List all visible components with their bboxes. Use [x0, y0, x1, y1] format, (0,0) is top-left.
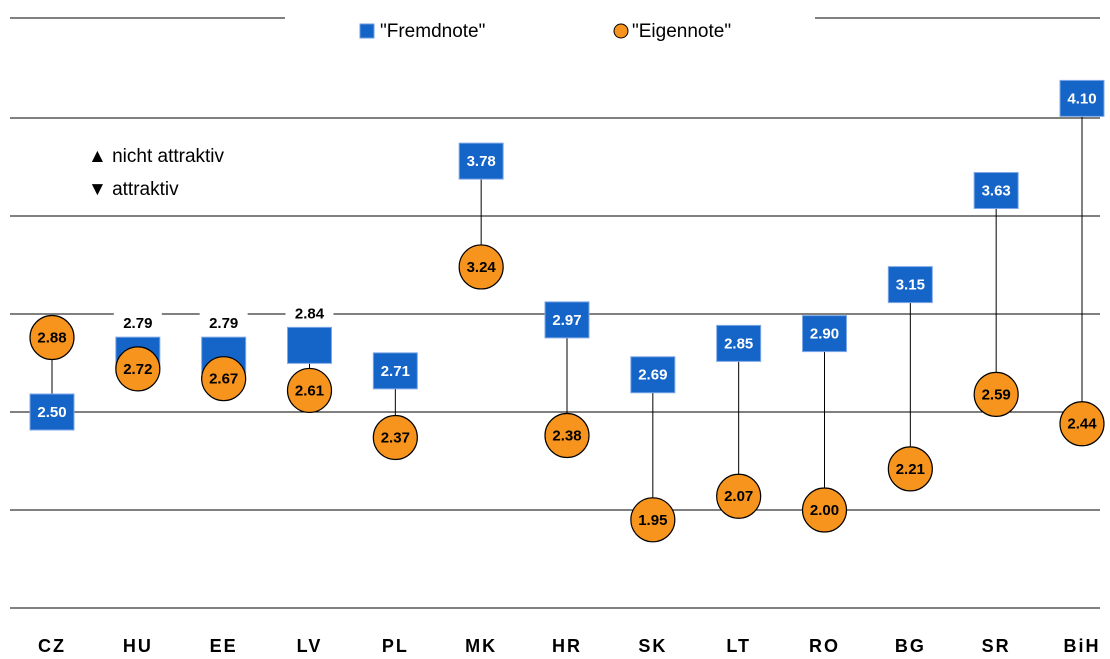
square-marker [973, 172, 1019, 210]
value-label: 2.44 [1067, 416, 1097, 433]
annotation: ▼ attraktiv [88, 179, 179, 200]
x-tick-label: SK [638, 636, 667, 656]
value-label: 3.24 [467, 259, 497, 276]
value-label: 2.69 [638, 367, 667, 384]
square-marker [544, 301, 590, 339]
circle-marker [887, 446, 933, 492]
value-label: 3.78 [467, 153, 496, 170]
value-label: 1.95 [638, 512, 667, 529]
value-label: 2.37 [381, 429, 410, 446]
value-label: 2.21 [896, 461, 925, 478]
annotation: ▲ nicht attraktiv [88, 146, 225, 167]
x-tick-label: BiH [1064, 636, 1101, 656]
x-tick-label: SR [982, 636, 1011, 656]
circle-marker [458, 244, 504, 290]
legend-swatch [613, 23, 629, 39]
x-tick-label: EE [210, 636, 238, 656]
label-backdrop [113, 313, 162, 334]
value-label: 2.85 [724, 335, 753, 352]
value-label: 2.88 [37, 329, 66, 346]
square-marker [716, 324, 762, 362]
circle-marker [544, 412, 590, 459]
value-label: 2.97 [552, 312, 581, 329]
square-marker [458, 142, 504, 180]
value-label: 4.10 [1067, 90, 1096, 107]
legend-swatch [359, 23, 375, 39]
x-tick-label: HU [123, 636, 153, 656]
value-label: 2.90 [810, 326, 839, 343]
x-tick-label: CZ [38, 636, 66, 656]
square-marker [802, 315, 847, 353]
circle-marker [630, 497, 676, 543]
value-label: 2.67 [209, 371, 238, 388]
value-label: 2.71 [381, 363, 410, 380]
x-tick-label: HR [552, 636, 582, 656]
square-marker [1059, 79, 1105, 117]
square-marker [287, 326, 332, 364]
value-label: 2.72 [123, 361, 152, 378]
square-marker [372, 352, 418, 390]
circle-marker [201, 356, 247, 402]
label-backdrop [199, 313, 248, 334]
x-tick-label: MK [465, 636, 497, 656]
value-label: 3.15 [896, 277, 925, 294]
circle-marker [1059, 401, 1105, 447]
value-label: 2.84 [295, 305, 325, 322]
circle-marker [372, 414, 418, 461]
circle-marker [716, 473, 762, 519]
x-tick-label: BG [895, 636, 926, 656]
square-marker [630, 356, 676, 394]
value-label: 2.79 [209, 315, 238, 332]
value-label: 2.38 [552, 427, 581, 444]
circle-marker [286, 367, 333, 414]
label-backdrop [285, 303, 334, 324]
value-label: 2.00 [810, 502, 839, 519]
x-tick-label: PL [382, 636, 409, 656]
x-tick-label: LT [726, 636, 751, 656]
circle-marker [29, 314, 75, 361]
square-marker [887, 266, 933, 304]
legend-label: "Eigennote" [632, 21, 731, 42]
x-tick-label: RO [809, 636, 840, 656]
circle-marker [801, 487, 848, 533]
circle-marker [115, 346, 161, 392]
square-marker [29, 393, 75, 431]
value-label: 2.59 [982, 386, 1011, 403]
value-label: 3.63 [982, 182, 1011, 199]
legend-label: "Fremdnote" [380, 21, 485, 42]
value-label: 2.50 [37, 404, 66, 421]
value-label: 2.79 [123, 315, 152, 332]
value-label: 2.61 [295, 382, 324, 399]
value-label: 2.07 [724, 488, 753, 505]
circle-marker [973, 371, 1019, 417]
x-tick-label: LV [297, 636, 323, 656]
